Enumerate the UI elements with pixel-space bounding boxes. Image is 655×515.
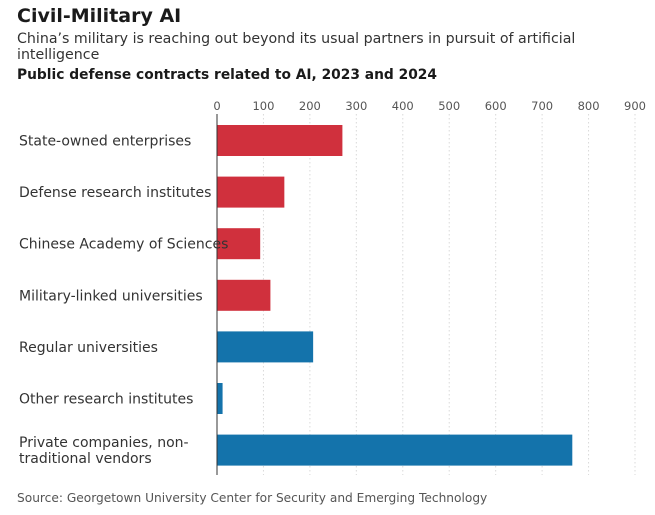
x-tick-label-500: 500 [438,99,460,113]
category-label-3: Military-linked universities [19,288,203,304]
x-tick-label-400: 400 [392,99,414,113]
x-tick-label-800: 800 [578,99,600,113]
category-label-4: Regular universities [19,340,158,356]
chart-title: Civil-Military AI [17,5,182,27]
x-tick-label-600: 600 [485,99,507,113]
chart-heading: Public defense contracts related to AI, … [17,67,437,83]
bar-1 [217,176,285,208]
category-label-5: Other research institutes [19,392,193,408]
x-tick-labels: 0 100 200 300 400 500 600 700 800 900 [213,99,646,113]
category-label-2: Chinese Academy of Sciences [19,237,228,253]
category-label-0: State-owned enterprises [19,134,191,150]
bar-4 [217,331,314,363]
bar-6 [217,434,573,466]
x-tick-label-100: 100 [252,99,274,113]
x-tick-label-200: 200 [299,99,321,113]
x-tick-label-700: 700 [531,99,553,113]
x-tick-label-300: 300 [345,99,367,113]
bar-5 [217,383,223,414]
gridlines [262,114,636,475]
category-labels: State-owned enterprises Defense research … [19,134,228,468]
category-label-6: Private companies, non-traditional vendo… [19,435,189,467]
bar-2 [217,228,261,260]
chart-subtitle: China’s military is reaching out beyond … [17,31,576,63]
x-tick-label-0: 0 [213,99,220,113]
bar-0 [217,125,343,156]
source-note: Source: Georgetown University Center for… [17,491,488,505]
bars [217,125,573,466]
x-tick-label-900: 900 [624,99,646,113]
category-label-1: Defense research institutes [19,185,211,201]
bar-3 [217,279,271,311]
